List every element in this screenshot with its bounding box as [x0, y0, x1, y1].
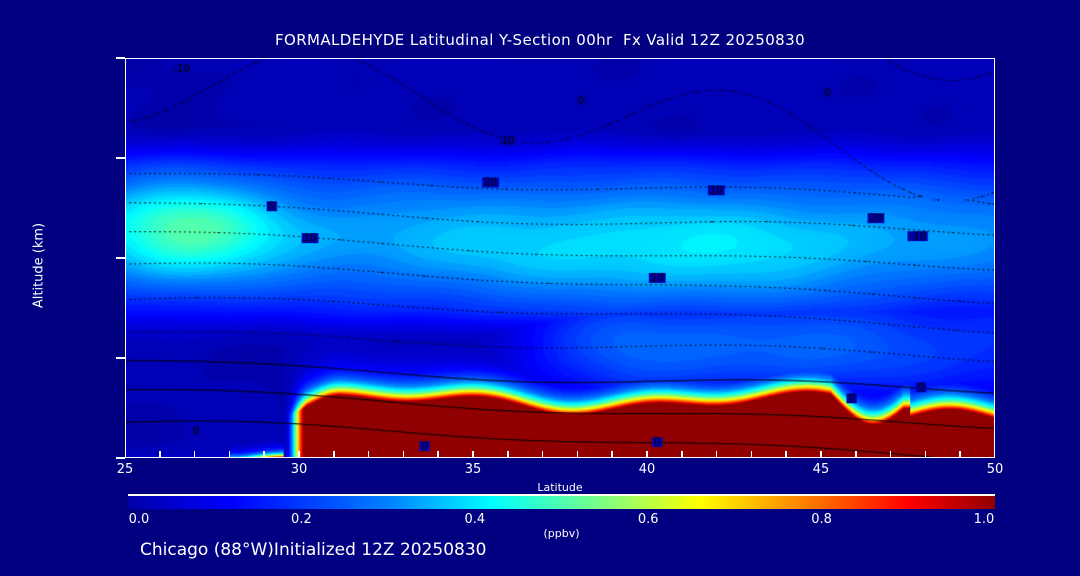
- x-tick-minor-mark: [228, 451, 231, 458]
- y-axis-label: Altitude (km): [31, 222, 47, 309]
- x-tick-minor-mark: [263, 451, 265, 458]
- x-tick-minor-mark: [785, 451, 787, 458]
- x-tick-minor-mark: [472, 451, 474, 458]
- y-tick-mark: [116, 257, 125, 259]
- colorbar-gradient: [128, 496, 995, 509]
- x-tick-label: 25: [116, 462, 134, 477]
- plot-area: [125, 58, 995, 458]
- x-tick-minor-mark: [889, 451, 892, 458]
- x-tick-minor-mark: [507, 451, 509, 458]
- colorbar-tick-label: 0.6: [637, 512, 659, 527]
- colorbar-units-label: (ppbv): [543, 527, 580, 540]
- x-tick-minor-mark: [959, 451, 961, 458]
- colorbar-top-rule: [128, 494, 995, 496]
- x-tick-minor-mark: [402, 451, 405, 458]
- x-tick-minor-mark: [193, 451, 196, 458]
- x-tick-minor-mark: [715, 451, 718, 458]
- x-tick-minor-mark: [820, 451, 822, 458]
- x-tick-label: 35: [464, 462, 482, 477]
- x-tick-minor-mark: [541, 451, 544, 458]
- x-axis-label: Latitude: [537, 481, 583, 494]
- x-tick-label: 45: [812, 462, 830, 477]
- x-tick-minor-mark: [750, 451, 753, 458]
- y-tick-mark: [116, 457, 125, 459]
- x-tick-minor-mark: [924, 451, 927, 458]
- x-tick-label: 40: [638, 462, 656, 477]
- colorbar-tick-label: 0.0: [128, 512, 150, 527]
- x-tick-minor-mark: [576, 451, 579, 458]
- colorbar-tick-label: 0.4: [464, 512, 486, 527]
- heatmap-canvas: [126, 59, 994, 457]
- colorbar-tick-label: 1.0: [973, 512, 995, 527]
- x-tick-minor-mark: [367, 451, 370, 458]
- x-tick-minor-mark: [437, 451, 439, 458]
- y-tick-mark: [116, 57, 125, 59]
- x-tick-label: 50: [986, 462, 1004, 477]
- colorbar: [128, 494, 995, 509]
- y-tick-mark: [116, 157, 125, 159]
- colorbar-tick-label: 0.2: [291, 512, 312, 527]
- x-tick-minor-mark: [298, 451, 300, 458]
- x-tick-minor-mark: [646, 451, 648, 458]
- x-tick-minor-mark: [681, 451, 683, 458]
- x-tick-minor-mark: [333, 451, 335, 458]
- x-tick-minor-mark: [855, 451, 857, 458]
- x-tick-label: 30: [290, 462, 308, 477]
- footer-caption: Chicago (88°W)Initialized 12Z 20250830: [140, 540, 487, 560]
- y-tick-mark: [116, 357, 125, 359]
- chart-title: FORMALDEHYDE Latitudinal Y-Section 00hr …: [274, 31, 806, 49]
- x-tick-minor-mark: [611, 451, 613, 458]
- colorbar-tick-label: 0.8: [811, 512, 832, 527]
- x-tick-minor-mark: [159, 451, 161, 458]
